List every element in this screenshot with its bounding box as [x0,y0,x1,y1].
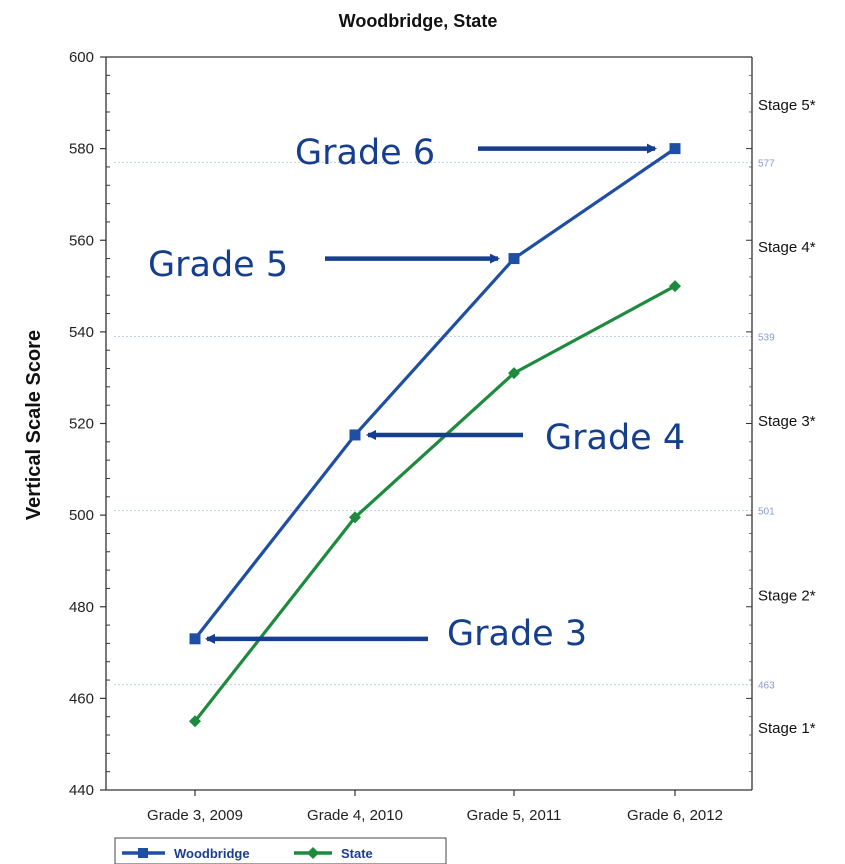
legend-box [114,837,447,864]
series-line-woodbridge [193,147,676,640]
data-point-state [189,715,201,728]
data-point-woodbridge [669,143,681,155]
legend-marker-state [307,847,319,859]
stage-label: Stage 5* [758,97,816,114]
y-axis-label: Vertical Scale Score [23,330,45,520]
x-tick-label: Grade 4, 2010 [307,807,403,824]
x-ticks: Grade 3, 2009 Grade 4, 2010 Grade 5, 2011 G… [147,790,723,824]
data-point-woodbridge [508,253,520,265]
data-point-state [669,280,681,293]
y-tick-label: 580 [69,141,94,158]
x-tick-label: Grade 6, 2012 [627,807,723,824]
stage-labels: Stage 5* Stage 4* Stage 3* Stage 2* Stage 1* [758,97,816,737]
stage-label: Stage 1* [758,720,816,737]
legend-label-woodbridge: Woodbridge [174,846,250,861]
cut-line-label: 577 [758,158,775,169]
data-point-state [349,511,361,524]
x-tick-label: Grade 5, 2011 [467,807,562,824]
y-tick-label: 560 [69,232,94,249]
cut-line-label: 463 [758,681,775,692]
y-ticks: 440 460 480 500 520 540 560 580 600 [69,49,752,799]
cut-line-label: 501 [758,507,775,518]
stage-label: Stage 2* [758,587,816,604]
annotation-label: Grade 3 [447,614,587,654]
data-point-woodbridge [189,633,201,645]
y-tick-label: 480 [69,599,94,616]
cut-line-label: 539 [758,332,775,343]
data-point-woodbridge [349,429,361,441]
stage-label: Stage 4* [758,239,816,256]
data-point-state [508,367,520,380]
cut-lines: 577 539 501 463 [114,158,775,692]
annotations: Grade 6 Grade 5 Grade 4 Grade 3 [148,133,685,654]
y-tick-label: 600 [69,49,94,66]
legend-label-state: State [341,846,373,861]
x-tick-label: Grade 3, 2009 [147,807,243,824]
y-tick-label: 500 [69,507,94,524]
y-tick-label: 460 [69,690,94,707]
chart-title: Woodbridge, State [339,11,498,31]
y-tick-label: 520 [69,416,94,433]
legend-marker-woodbridge [138,848,148,858]
annotation-label: Grade 6 [295,133,435,173]
legend: Woodbridge State [114,837,447,864]
y-tick-label: 440 [69,782,94,799]
annotation-label: Grade 4 [545,418,685,458]
y-tick-label: 540 [69,324,94,341]
annotation-label: Grade 5 [148,245,288,285]
stage-label: Stage 3* [758,413,816,430]
series-lines [189,143,681,728]
series-line-state [193,284,676,723]
